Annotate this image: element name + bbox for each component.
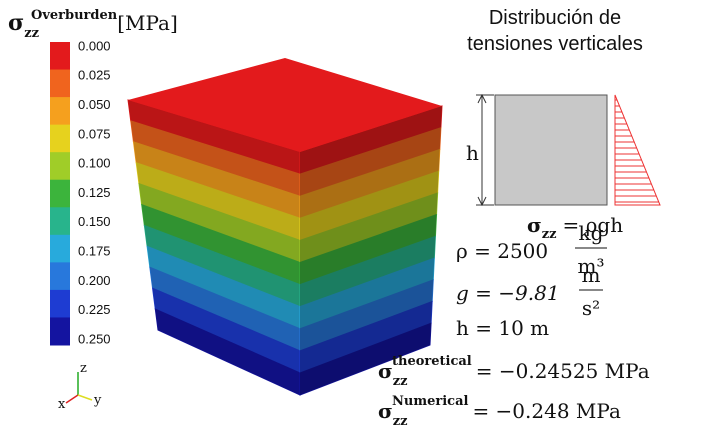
colorbar-swatch	[50, 125, 70, 153]
x-label: x	[58, 397, 66, 412]
colorbar-label: 0.250	[78, 331, 111, 346]
subscript: zz	[24, 26, 39, 41]
numerator: m	[582, 263, 601, 287]
colorbar-label: 0.225	[78, 302, 111, 317]
text-part: zz	[393, 374, 408, 389]
text-part: theoretical	[392, 354, 472, 369]
colorbar-label: 0.150	[78, 214, 111, 229]
figure: σzzOverburden[MPa] 0.0000.0250.0500.0750…	[0, 0, 723, 429]
rho-equation: ρ = 2500	[456, 239, 548, 263]
text-part: σ	[378, 359, 393, 383]
colorbar-swatch	[50, 70, 70, 98]
stress-formula: σzz= ρgh	[527, 213, 623, 242]
colorbar-title: σzz Overburden[MPa]	[8, 8, 178, 41]
colorbar-label: 0.100	[78, 156, 111, 171]
colorbar-swatch	[50, 317, 70, 345]
text-part: = −0.248 MPa	[472, 399, 621, 423]
cube	[128, 58, 442, 395]
g-equation: g = −9.81	[456, 281, 560, 305]
colorbar-label: 0.075	[78, 126, 111, 141]
symbol: σ	[8, 10, 24, 36]
colorbar-label: 0.000	[78, 38, 111, 53]
z-label: z	[80, 361, 87, 376]
numerator: kg	[579, 221, 604, 245]
text-part: zz	[393, 414, 408, 429]
denominator: s²	[582, 296, 600, 320]
text-part: σ	[378, 399, 393, 423]
colorbar-label: 0.175	[78, 244, 111, 259]
colorbar-swatch	[50, 180, 70, 208]
face-shade	[300, 106, 442, 395]
colorbar-swatch	[50, 42, 70, 70]
text-part: = −0.24525 MPa	[476, 359, 650, 383]
x-axis	[66, 395, 78, 403]
colorbar-label: 0.125	[78, 185, 111, 200]
face-shade	[128, 100, 300, 395]
colorbar-label: 0.025	[78, 68, 111, 83]
colorbar: 0.000 0.025 0.050 0.075 0.100 0.125 0.150 0.175…	[50, 38, 111, 346]
theoretical-result: σzz theoretical = −0.24525 MPa	[378, 354, 650, 389]
text-part: Numerical	[392, 394, 468, 409]
y-label: y	[93, 393, 102, 408]
diagram-title: tensiones verticales	[467, 33, 643, 55]
colorbar-label: 0.050	[78, 97, 111, 112]
colorbar-swatch	[50, 152, 70, 180]
colorbar-swatch	[50, 290, 70, 318]
colorbar-swatch	[50, 97, 70, 125]
axis-triad: z x y	[58, 361, 102, 412]
superscript: Overburden	[31, 8, 118, 23]
unit: [MPa]	[117, 11, 178, 35]
soil-block	[495, 95, 607, 205]
y-axis	[78, 395, 92, 400]
h-equation: h = 10 m	[456, 316, 549, 340]
numerical-result: σzz Numerical = −0.248 MPa	[378, 394, 621, 429]
colorbar-swatch	[50, 262, 70, 290]
height-label: h	[466, 141, 479, 165]
text-part: σ	[527, 213, 542, 237]
colorbar-swatch	[50, 235, 70, 263]
colorbar-swatch	[50, 207, 70, 235]
colorbar-label: 0.200	[78, 273, 111, 288]
diagram-title: Distribución de	[489, 7, 621, 29]
stress-profile	[615, 95, 660, 205]
